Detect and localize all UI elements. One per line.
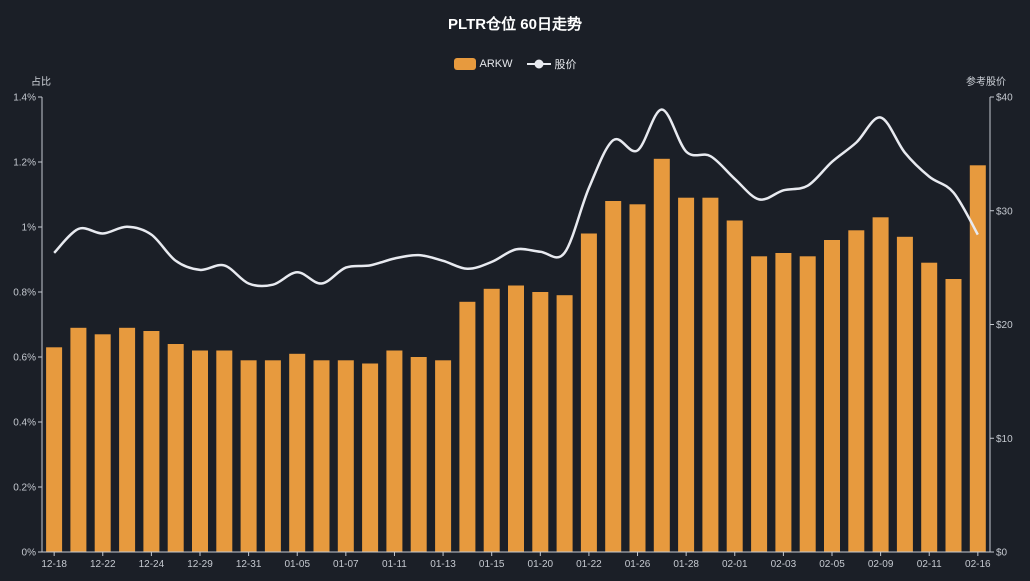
bar[interactable] xyxy=(508,285,524,553)
bar[interactable] xyxy=(824,240,840,552)
x-tick-label: 12-31 xyxy=(236,559,262,570)
right-axis-name: 参考股价 xyxy=(966,77,1006,88)
bar-swatch-icon xyxy=(453,58,476,70)
bar[interactable] xyxy=(483,288,500,553)
bar[interactable] xyxy=(435,360,452,553)
legend-label-arkw: ARKW xyxy=(479,58,513,70)
bar[interactable] xyxy=(605,201,622,552)
x-tick-label: 02-09 xyxy=(868,559,894,570)
bar[interactable] xyxy=(264,360,281,553)
x-tick-label: 02-11 xyxy=(917,559,942,570)
x-tick-label: 01-26 xyxy=(625,559,651,570)
bar[interactable] xyxy=(580,233,597,553)
left-tick-label: 1.4% xyxy=(13,93,36,104)
bar[interactable] xyxy=(726,220,743,553)
x-tick-label: 12-24 xyxy=(139,559,165,570)
x-tick-label: 01-28 xyxy=(673,559,699,570)
x-tick-label: 01-15 xyxy=(479,559,505,570)
left-tick-label: 1.2% xyxy=(13,158,36,169)
legend-label-price: 股价 xyxy=(554,59,577,71)
bar[interactable] xyxy=(556,295,573,552)
bar[interactable] xyxy=(629,204,646,553)
bar[interactable] xyxy=(775,253,792,552)
bar[interactable] xyxy=(313,360,330,553)
bar[interactable] xyxy=(362,363,379,553)
left-tick-label: 0.2% xyxy=(13,483,36,494)
bar[interactable] xyxy=(337,360,354,553)
x-tick-label: 02-01 xyxy=(722,559,748,570)
bar[interactable] xyxy=(386,350,403,553)
bar[interactable] xyxy=(872,217,889,553)
bar[interactable] xyxy=(969,165,986,553)
bar[interactable] xyxy=(751,256,768,553)
legend-item-arkw[interactable]: ARKW xyxy=(453,58,513,70)
right-tick-label: $40 xyxy=(996,93,1013,104)
bar[interactable] xyxy=(119,327,136,553)
bar[interactable] xyxy=(653,158,670,553)
bar[interactable] xyxy=(289,353,306,553)
left-tick-label: 0% xyxy=(22,548,37,559)
x-tick-label: 01-13 xyxy=(430,559,456,570)
line-marker-icon xyxy=(526,59,551,69)
x-tick-label: 12-18 xyxy=(41,559,67,570)
bar[interactable] xyxy=(799,256,816,553)
bar[interactable] xyxy=(143,331,160,552)
legend-item-price[interactable]: 股价 xyxy=(526,56,577,72)
bar[interactable] xyxy=(94,334,111,553)
bar[interactable] xyxy=(216,350,233,553)
right-tick-label: $20 xyxy=(996,320,1013,331)
bar[interactable] xyxy=(167,344,184,552)
bar[interactable] xyxy=(459,301,476,553)
bar[interactable] xyxy=(702,197,719,552)
x-tick-label: 01-07 xyxy=(333,559,359,570)
x-tick-label: 01-22 xyxy=(576,559,602,570)
bar[interactable] xyxy=(896,236,913,553)
chart-title: PLTR仓位 60日走势 xyxy=(448,16,582,33)
left-tick-label: 1% xyxy=(22,223,37,234)
left-axis-name: 占比 xyxy=(31,77,51,88)
left-tick-label: 0.8% xyxy=(13,288,36,299)
bar[interactable] xyxy=(678,197,695,552)
right-tick-label: $0 xyxy=(996,548,1008,559)
bar[interactable] xyxy=(46,347,63,553)
bar[interactable] xyxy=(945,279,962,552)
left-tick-label: 0.6% xyxy=(13,353,36,364)
x-tick-label: 02-05 xyxy=(819,559,845,570)
bar[interactable] xyxy=(240,360,257,553)
legend: ARKW 股价 xyxy=(0,56,1030,72)
right-tick-label: $10 xyxy=(996,434,1013,445)
bar[interactable] xyxy=(410,357,427,552)
left-tick-label: 0.4% xyxy=(13,418,36,429)
x-tick-label: 01-11 xyxy=(382,559,407,570)
x-tick-label: 01-20 xyxy=(528,559,554,570)
right-tick-label: $30 xyxy=(996,206,1013,217)
x-tick-label: 02-16 xyxy=(965,559,991,570)
bar[interactable] xyxy=(532,292,549,552)
x-tick-label: 12-22 xyxy=(90,559,116,570)
bar[interactable] xyxy=(921,262,938,552)
x-tick-label: 01-05 xyxy=(284,559,310,570)
x-tick-label: 02-03 xyxy=(771,559,797,570)
bar[interactable] xyxy=(848,230,865,553)
bar[interactable] xyxy=(192,350,208,553)
price-line[interactable] xyxy=(53,108,979,288)
bar[interactable] xyxy=(70,327,87,553)
x-tick-label: 12-29 xyxy=(187,559,213,570)
